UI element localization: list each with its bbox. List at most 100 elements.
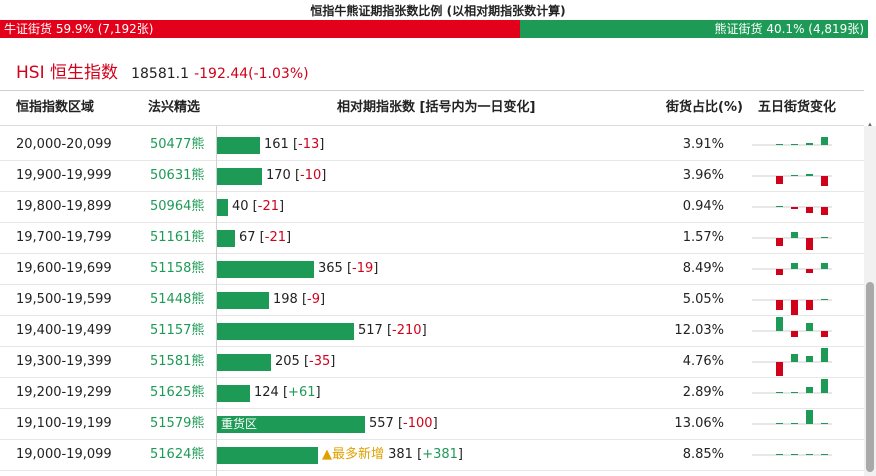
table-row: 19,100-19,199 51579熊 重货区 557 [-100] 13.06% (0, 409, 864, 440)
warrant-code-link[interactable]: 51624熊 (150, 447, 205, 462)
trend-bar (791, 392, 798, 393)
trend-chart (752, 206, 843, 215)
most-added-tag: ▲最多新增 (322, 447, 384, 462)
trend-bar (791, 354, 798, 362)
heavy-zone-tag: 重货区 (221, 417, 258, 431)
trend-bar (806, 143, 813, 145)
trend-bar (821, 331, 828, 337)
trend-bar (776, 392, 783, 393)
count-label: 365 [-19] (318, 261, 379, 276)
five-day-trend (752, 316, 843, 346)
count-change: -100 (403, 416, 433, 431)
range-cell: 20,000-20,099 (16, 137, 112, 152)
trend-chart (752, 299, 843, 316)
range-cell: 19,300-19,399 (16, 354, 112, 369)
trend-bar (806, 356, 813, 362)
index-quote: HSI 恒生指数 18581.1 -192.44(-1.03%) (16, 58, 309, 84)
bull-bear-ratio-bar: 牛证街货 59.9% (7,192张) 熊证街货 40.1% (4,819张) (0, 20, 868, 38)
trend-bar (776, 362, 783, 376)
share-pct: 3.96% (682, 168, 724, 183)
header-count: 相对期指张数 [括号内为一日变化] (337, 100, 536, 115)
scrollbar-thumb[interactable] (866, 282, 874, 472)
trend-bar (776, 300, 783, 310)
warrant-code-link[interactable]: 51581熊 (150, 354, 205, 369)
bull-ratio-segment: 牛证街货 59.9% (7,192张) (0, 20, 520, 38)
five-day-trend (752, 161, 843, 191)
trend-bar (806, 454, 813, 455)
range-cell: 19,800-19,899 (16, 199, 112, 214)
page-title: 恒指牛熊证期指张数比例 (以相对期指张数计算) (310, 4, 566, 18)
trend-bar (791, 207, 798, 209)
warrant-code-link[interactable]: 51161熊 (150, 230, 205, 245)
trend-bar (791, 423, 798, 424)
header-trend: 五日街货变化 (758, 100, 837, 115)
range-cell: 19,100-19,199 (16, 416, 112, 431)
range-cell: 19,900-19,999 (16, 168, 112, 183)
trend-bar (806, 269, 813, 273)
table-row: 19,500-19,599 51448熊 198 [-9] 5.05% (0, 285, 864, 316)
trend-bar (821, 423, 828, 424)
trend-chart (752, 137, 843, 149)
count-label: ▲最多新增 381 [+381] (322, 447, 463, 462)
count-value: 517 (358, 323, 383, 338)
share-pct: 13.06% (674, 416, 724, 431)
warrant-code-link[interactable]: 51448熊 (150, 292, 205, 307)
trend-chart (752, 441, 843, 456)
count-bar: 重货区 (217, 416, 365, 433)
count-change: -21 (257, 199, 279, 214)
count-bar (217, 199, 228, 216)
trend-bar (821, 454, 828, 455)
trend-chart (752, 317, 843, 337)
count-value: 124 (254, 385, 279, 400)
index-name[interactable]: HSI 恒生指数 (16, 63, 118, 83)
warrant-code-link[interactable]: 50631熊 (150, 168, 205, 183)
trend-bar (821, 207, 828, 215)
count-change: +61 (288, 385, 316, 400)
trend-chart (752, 379, 843, 394)
table-row: 19,900-19,999 50631熊 170 [-10] 3.96% (0, 161, 864, 192)
count-value: 67 (239, 230, 256, 245)
warrant-code-link[interactable]: 50477熊 (150, 137, 205, 152)
trend-chart (752, 263, 843, 275)
index-change: -192.44(-1.03%) (194, 66, 309, 82)
count-value: 557 (369, 416, 394, 431)
trend-bar (791, 144, 798, 145)
count-change: -19 (352, 261, 374, 276)
share-pct: 1.57% (682, 230, 724, 245)
scroll-up-arrow[interactable]: ▲ (864, 120, 876, 130)
table-row: 19,600-19,699 51158熊 365 [-19] 8.49% (0, 254, 864, 285)
index-value: 18581.1 (131, 66, 189, 82)
count-label: 170 [-10] (266, 168, 327, 183)
trend-bar (791, 331, 798, 337)
five-day-trend (752, 254, 843, 284)
count-label: 205 [-35] (275, 354, 336, 369)
share-pct: 4.76% (682, 354, 724, 369)
count-change: -9 (307, 292, 321, 307)
count-bar (217, 354, 271, 371)
bar-axis-line (216, 126, 217, 476)
warrant-code-link[interactable]: 51158熊 (150, 261, 205, 276)
trend-bar (821, 379, 828, 393)
count-label: 67 [-21] (239, 230, 292, 245)
table-row: 19,400-19,499 51157熊 517 [-210] 12.03% (0, 316, 864, 347)
share-pct: 5.05% (682, 292, 724, 307)
scrollbar-track[interactable] (864, 126, 876, 476)
warrant-code-link[interactable]: 51625熊 (150, 385, 205, 400)
table-row: 19,200-19,299 51625熊 124 [+61] 2.89% (0, 378, 864, 409)
count-bar (217, 323, 354, 340)
warrant-code-link[interactable]: 50964熊 (150, 199, 205, 214)
chevron-up-icon: ▲ (867, 121, 873, 129)
count-label: 557 [-100] (369, 416, 438, 431)
count-label: 198 [-9] (273, 292, 326, 307)
count-value: 365 (318, 261, 343, 276)
count-bar (217, 168, 262, 185)
table-body: 20,000-20,099 50477熊 161 [-13] 3.91% 19,900-… (0, 126, 864, 476)
warrant-code-link[interactable]: 51579熊 (150, 416, 205, 431)
trend-bar (821, 237, 828, 238)
trend-bar (806, 323, 813, 331)
header-range: 恒指指数区域 (16, 100, 95, 115)
trend-bar (776, 423, 783, 424)
header-bottom-divider (0, 125, 864, 126)
count-change: -21 (264, 230, 286, 245)
warrant-code-link[interactable]: 51157熊 (150, 323, 205, 338)
